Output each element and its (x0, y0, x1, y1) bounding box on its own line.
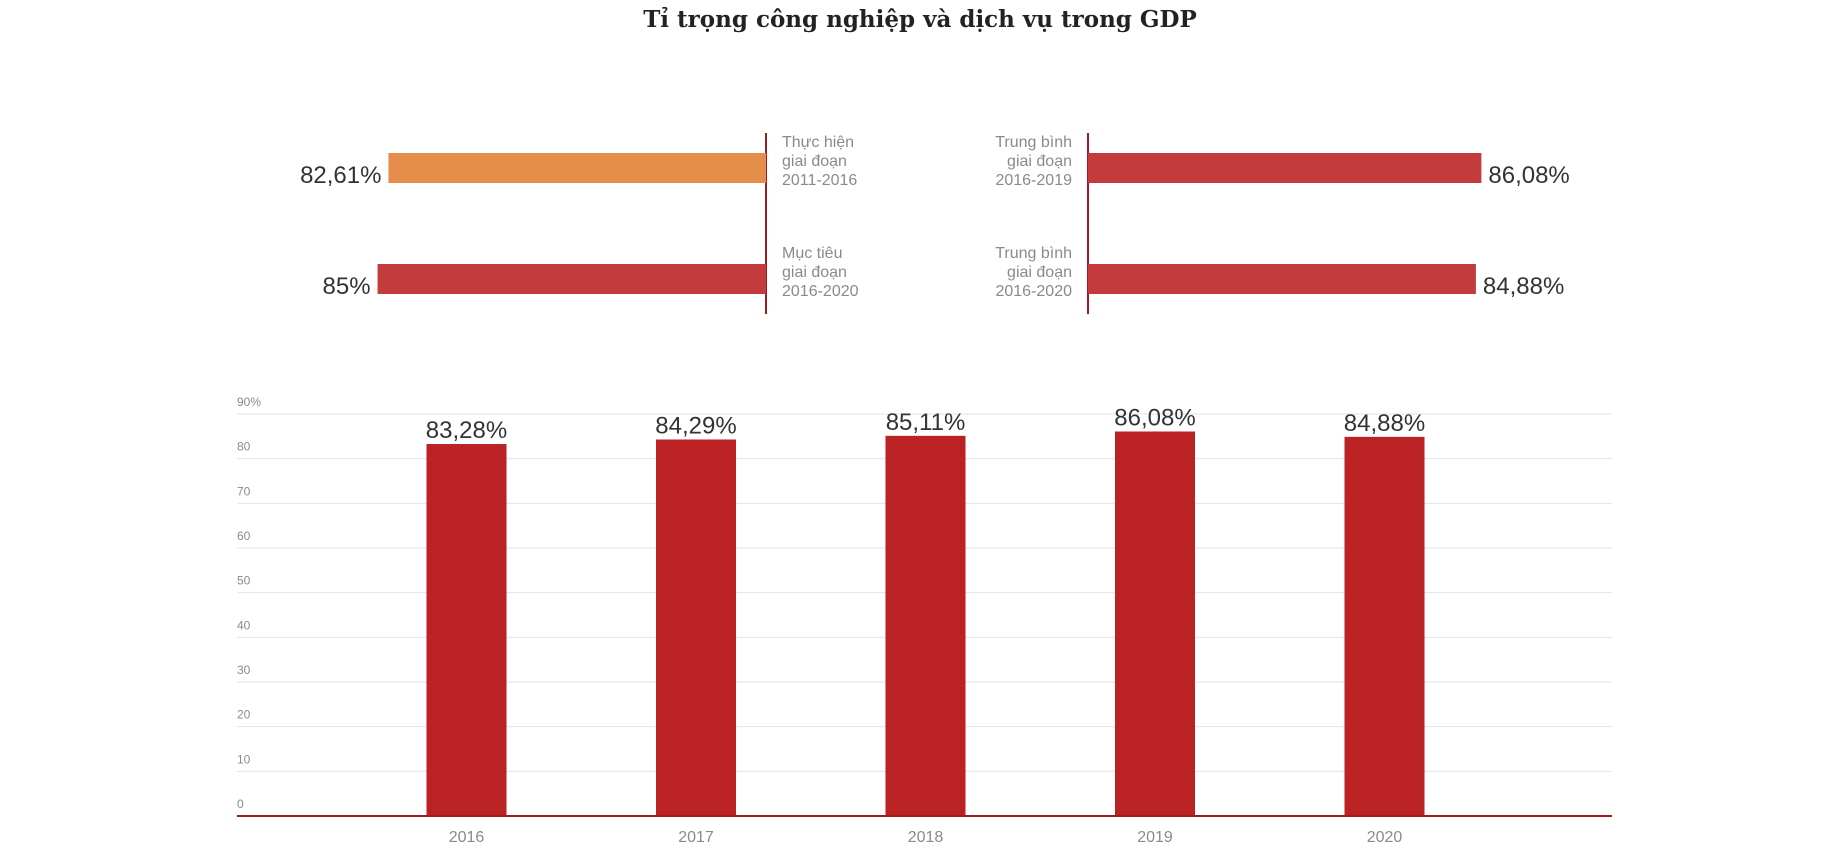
y-tick-label: 60 (237, 529, 251, 543)
y-tick-label: 30 (237, 663, 251, 677)
x-tick-label-2020: 2020 (1367, 829, 1403, 846)
y-tick-label: 20 (237, 708, 251, 722)
right-bar-1 (1088, 153, 1482, 183)
x-tick-label-2019: 2019 (1137, 829, 1173, 846)
bar-2016 (426, 444, 507, 816)
left-bar-value-2: 85% (323, 273, 371, 300)
right-bar-value-1: 86,08% (1488, 162, 1569, 189)
bar-value-label-2017: 84,29% (655, 413, 736, 440)
bar-2017 (656, 439, 736, 816)
comparison-chart: 82,61% Thực hiện giai đoạn 2011-2016 85% Mục … (300, 133, 1570, 314)
bar-2019 (1115, 431, 1195, 816)
y-tick-label: 70 (237, 484, 251, 498)
y-tick-label: 80 (237, 440, 251, 454)
bar-value-label-2018: 85,11% (886, 409, 966, 436)
y-tick-label: 10 (237, 752, 251, 766)
left-bar-1 (388, 153, 766, 183)
x-tick-label-2016: 2016 (449, 829, 485, 846)
y-tick-label: 90% (237, 395, 261, 409)
bar-2020 (1344, 436, 1425, 816)
chart-title: Tỉ trọng công nghiệp và dịch vụ trong GD… (643, 6, 1197, 33)
left-bar-label-1: Thực hiện giai đoạn 2011-2016 (782, 134, 857, 189)
y-tick-label: 40 (237, 618, 251, 632)
right-bar-2 (1088, 264, 1476, 294)
x-tick-label-2017: 2017 (678, 829, 714, 846)
left-bar-2 (377, 264, 766, 294)
bar-value-label-2019: 86,08% (1114, 405, 1195, 432)
left-bar-label-2: Mục tiêu giai đoạn 2016-2020 (782, 245, 859, 300)
x-tick-label-2018: 2018 (908, 829, 944, 846)
right-bar-label-1: Trung bình giai đoạn 2016-2019 (995, 134, 1072, 189)
bar-value-label-2020: 84,88% (1344, 410, 1425, 437)
y-tick-label: 0 (237, 797, 244, 811)
bar-value-label-2016: 83,28% (426, 417, 507, 444)
right-bar-label-2: Trung bình giai đoạn 2016-2020 (995, 245, 1072, 300)
y-tick-label: 50 (237, 574, 251, 588)
left-bar-value-1: 82,61% (300, 162, 381, 189)
right-bar-value-2: 84,88% (1483, 273, 1564, 300)
bar-2018 (885, 435, 966, 816)
